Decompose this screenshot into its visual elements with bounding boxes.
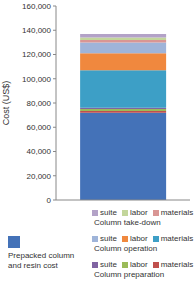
- html-text:suite: suite: [100, 234, 117, 243]
- html-text:labor: labor: [129, 208, 148, 217]
- html-text:labor: labor: [129, 234, 148, 243]
- html-text:Column preparation: Column preparation: [94, 270, 165, 279]
- html-text:materials: materials: [160, 260, 194, 269]
- html-text:suite: suite: [100, 260, 117, 269]
- html-text:materials: materials: [160, 208, 194, 217]
- svg-text:40,000: 40,000: [27, 147, 52, 156]
- svg-text:100,000: 100,000: [22, 75, 51, 84]
- html-text:Column operation: Column operation: [94, 244, 158, 253]
- html-text:Column take-down: Column take-down: [94, 218, 161, 227]
- html-text:labor: labor: [129, 260, 148, 269]
- svg-text:160,000: 160,000: [22, 2, 51, 11]
- html-text:suite: suite: [100, 208, 117, 217]
- html-text:materials: materials: [160, 234, 194, 243]
- svg-text:0: 0: [47, 196, 52, 205]
- svg-text:20,000: 20,000: [27, 172, 52, 181]
- html-text:Prepacked column and resin cos: Prepacked column and resin cost: [8, 251, 75, 270]
- svg-text:Cost (US$): Cost (US$): [8, 81, 11, 126]
- svg-text:80,000: 80,000: [27, 99, 52, 108]
- svg-text:120,000: 120,000: [22, 50, 51, 59]
- svg-text:140,000: 140,000: [22, 26, 51, 35]
- svg-text:60,000: 60,000: [27, 123, 52, 132]
